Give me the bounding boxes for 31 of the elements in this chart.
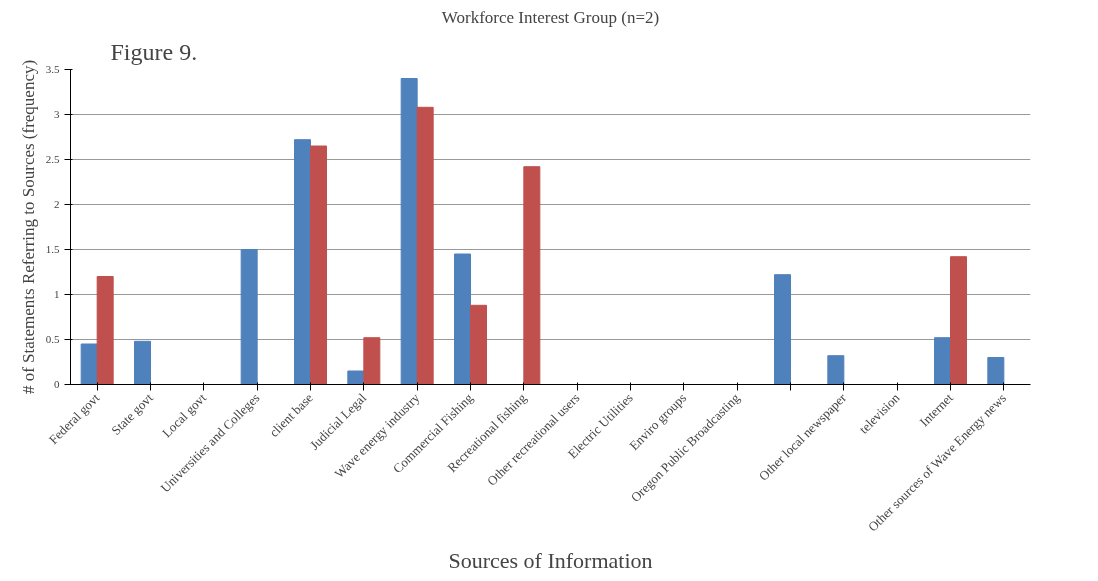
bar [934,337,951,385]
caption: Figure 9. [110,38,198,65]
bar [240,249,258,385]
y-tick-label: 1 [54,288,60,300]
bar [523,166,541,385]
bar [470,304,487,385]
bar [96,276,114,385]
x-tick-label: State govt [108,389,157,438]
chart-title: Workforce Interest Group (n=2) [441,7,660,27]
y-tick-label: 1.5 [45,243,60,255]
bar [294,139,311,385]
bar [80,343,98,385]
y-tick-label: 0.5 [45,333,60,345]
bar [400,78,418,385]
bar [987,357,1005,385]
y-axis-title: # of Statements Referring to Sources (frequency) [18,59,38,395]
y-tick-label: 2.5 [45,153,60,165]
bar [827,355,845,385]
x-axis-title: Sources of Information [448,547,653,573]
y-tick-label: 2 [54,198,60,210]
bar [416,106,434,385]
y-tick-label: 3 [54,108,60,120]
bar [363,337,381,385]
bar [454,253,471,385]
bar [134,340,151,385]
bar [774,274,791,385]
bar [347,370,365,385]
bar [950,256,967,385]
bar [310,145,327,385]
y-tick-label: 3.5 [45,63,60,75]
y-tick-label: 0 [54,378,60,390]
